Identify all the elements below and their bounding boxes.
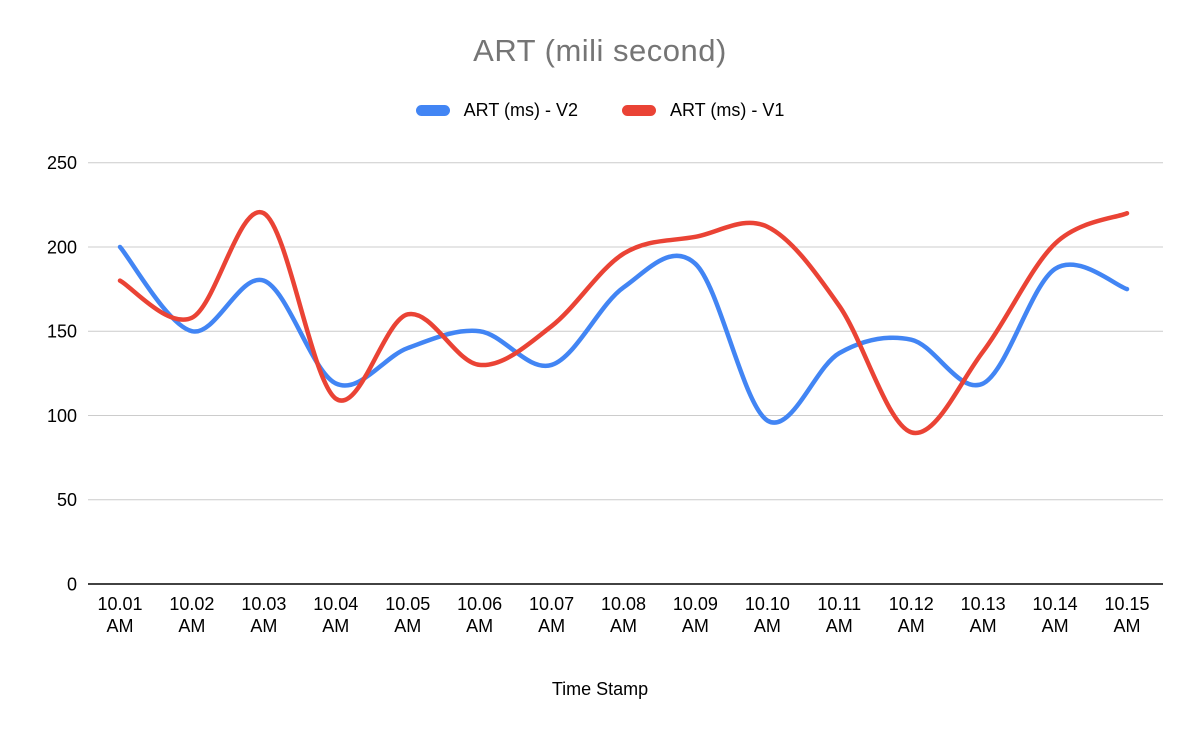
x-tick-label: 10.09 AM bbox=[673, 594, 718, 636]
x-tick-label: 10.04 AM bbox=[313, 594, 358, 636]
y-tick-label: 0 bbox=[67, 575, 77, 595]
legend-item: ART (ms) - V1 bbox=[622, 100, 784, 121]
x-tick-label: 10.05 AM bbox=[385, 594, 430, 636]
y-tick-label: 150 bbox=[47, 322, 77, 342]
legend-swatch-icon bbox=[415, 105, 450, 116]
legend-item: ART (ms) - V2 bbox=[415, 100, 578, 121]
x-tick-label: 10.02 AM bbox=[169, 594, 214, 636]
y-axis-tick-labels: 0 50 100 150 200 250 bbox=[47, 153, 77, 594]
x-tick-label: 10.14 AM bbox=[1033, 594, 1078, 636]
x-axis-title: Time Stamp bbox=[551, 679, 649, 699]
x-tick-label: 10.13 AM bbox=[961, 594, 1006, 636]
y-tick-label: 250 bbox=[47, 153, 77, 173]
legend-label: ART (ms) - V2 bbox=[463, 100, 578, 120]
x-tick-label: 10.07 AM bbox=[529, 594, 574, 636]
x-tick-label: 10.03 AM bbox=[241, 594, 286, 636]
y-tick-label: 200 bbox=[47, 237, 77, 257]
x-tick-label: 10.11 AM bbox=[817, 594, 861, 636]
legend-swatch-icon bbox=[622, 105, 656, 116]
x-tick-label: 10.08 AM bbox=[601, 594, 646, 636]
x-axis-tick-labels: 10.01 AM 10.02 AM 10.03 AM 10.04 AM 10.05 AM 10.06… bbox=[97, 594, 1149, 636]
x-tick-label: 10.15 AM bbox=[1104, 594, 1149, 636]
series-line-art-ms-v2 bbox=[117, 244, 1130, 425]
legend: ART (ms) - V2 ART (ms) - V1 bbox=[0, 100, 1200, 121]
gridlines bbox=[88, 162, 1163, 585]
chart-title: ART (mili second) bbox=[473, 33, 727, 68]
series-line-art-ms-v1 bbox=[117, 209, 1130, 436]
series-lines bbox=[117, 209, 1130, 436]
x-tick-label: 10.01 AM bbox=[97, 594, 142, 636]
y-tick-label: 50 bbox=[57, 490, 77, 510]
legend-label: ART (ms) - V1 bbox=[670, 100, 785, 120]
x-tick-label: 10.12 AM bbox=[889, 594, 934, 636]
x-tick-label: 10.10 AM bbox=[745, 594, 790, 636]
y-tick-label: 100 bbox=[47, 406, 77, 426]
x-tick-label: 10.06 AM bbox=[457, 594, 502, 636]
